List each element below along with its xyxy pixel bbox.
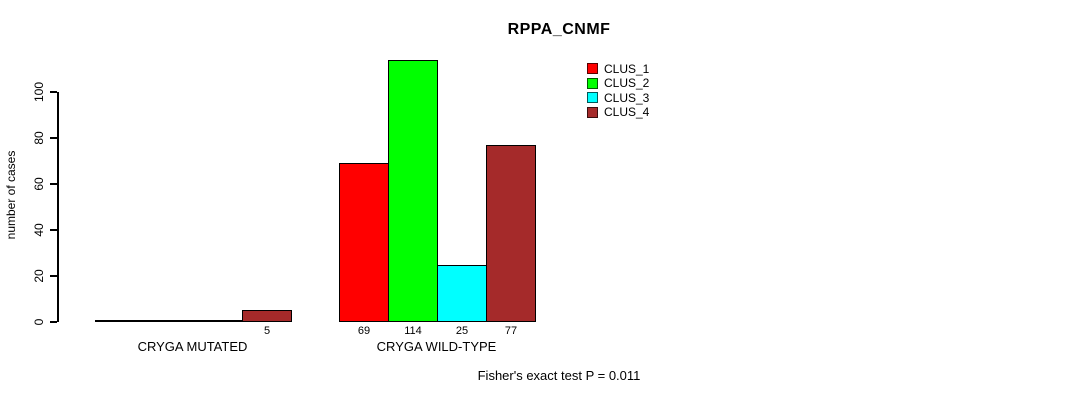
y-tick-mark: [50, 229, 57, 231]
bar-clus_4-cryga-mutated: [242, 310, 292, 322]
bar-clus_3-cryga-mutated: [193, 320, 243, 322]
bar-clus_2-cryga-mutated: [144, 320, 194, 322]
chart-title: RPPA_CNMF: [507, 21, 611, 38]
legend-swatch-clus_1: [587, 63, 598, 74]
stats-annotation: Fisher's exact test P = 0.011: [477, 368, 641, 383]
y-tick-label: 20: [32, 269, 46, 283]
y-axis-line: [57, 92, 59, 322]
y-tick-label: 80: [32, 131, 46, 145]
bar-value-label: 69: [357, 325, 371, 337]
legend-swatch-clus_3: [587, 92, 598, 103]
legend: CLUS_1 CLUS_2 CLUS_3 CLUS_4: [587, 61, 650, 121]
y-axis-label: number of cases: [4, 150, 18, 240]
y-tick-label: 40: [32, 223, 46, 237]
legend-swatch-clus_4: [587, 106, 598, 118]
bar-clus_1-cryga-wild-type: [339, 163, 389, 322]
y-tick-mark: [50, 91, 57, 93]
bar-value-label: 114: [404, 325, 422, 337]
bar-clus_1-cryga-mutated: [95, 320, 145, 322]
bar-value-label: 25: [455, 325, 469, 337]
legend-row-clus_3: CLUS_3: [587, 90, 650, 105]
bar-clus_3-cryga-wild-type: [437, 265, 487, 322]
y-tick-label: 0: [32, 318, 46, 326]
bar-clus_4-cryga-wild-type: [486, 145, 536, 322]
legend-label: CLUS_2: [604, 76, 650, 90]
group-label-cryga-mutated: CRYGA MUTATED: [137, 339, 248, 354]
group-label-cryga-wild-type: CRYGA WILD-TYPE: [376, 339, 497, 354]
legend-row-clus_1: CLUS_1: [587, 61, 650, 76]
legend-label: CLUS_4: [604, 105, 650, 119]
y-tick-mark: [50, 183, 57, 185]
legend-row-clus_4: CLUS_4: [587, 105, 650, 119]
bar-value-label: 77: [504, 325, 518, 337]
y-tick-mark: [50, 275, 57, 277]
legend-label: CLUS_1: [604, 61, 650, 76]
bar-value-label: 5: [263, 325, 271, 337]
y-tick-label: 60: [32, 177, 46, 191]
y-tick-mark: [50, 321, 57, 323]
y-tick-label: 100: [32, 81, 46, 103]
bar-clus_2-cryga-wild-type: [388, 60, 438, 322]
legend-swatch-clus_2: [587, 77, 598, 89]
y-tick-mark: [50, 137, 57, 139]
legend-row-clus_2: CLUS_2: [587, 76, 650, 90]
legend-label: CLUS_3: [604, 90, 650, 105]
